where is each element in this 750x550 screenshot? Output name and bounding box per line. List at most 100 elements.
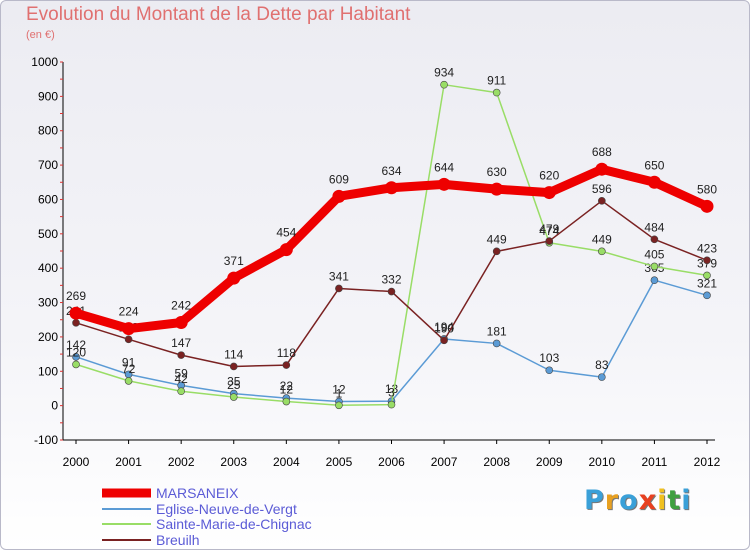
data-label-breuilh: 484	[644, 220, 664, 234]
logo-letter: o	[619, 485, 639, 516]
data-label-eglise-neuve-de-vergt: 321	[697, 276, 717, 290]
data-label-marsaneix: 634	[381, 164, 401, 178]
legend-label-breuilh: Breuilh	[156, 532, 200, 548]
x-tick-label: 2008	[483, 455, 510, 469]
data-point-sainte-marie-de-chignac	[703, 271, 711, 280]
data-label-breuilh: 118	[277, 346, 296, 360]
data-point-breuilh	[335, 284, 343, 293]
x-tick-label: 2006	[378, 455, 405, 469]
y-tick-label: 300	[38, 296, 58, 310]
x-tick-label: 2009	[536, 455, 563, 469]
data-label-marsaneix: 269	[66, 289, 86, 303]
x-tick-label: 2003	[220, 455, 247, 469]
data-point-marsaneix	[227, 271, 241, 285]
data-label-breuilh: 479	[539, 222, 559, 236]
data-point-marsaneix	[122, 322, 136, 336]
data-point-breuilh	[124, 335, 133, 344]
y-tick-label: 600	[38, 192, 58, 206]
y-tick-label: 100	[38, 364, 58, 378]
y-tick-label: 0	[51, 399, 58, 413]
data-point-sainte-marie-de-chignac	[124, 377, 133, 385]
x-tick-label: 2011	[642, 455, 668, 469]
data-label-marsaneix: 224	[119, 305, 139, 319]
data-point-eglise-neuve-de-vergt	[72, 353, 80, 361]
data-point-sainte-marie-de-chignac	[492, 88, 501, 97]
x-tick-label: 2007	[431, 455, 458, 469]
data-label-marsaneix: 454	[276, 226, 296, 240]
data-label-eglise-neuve-de-vergt: 22	[280, 379, 294, 393]
data-point-sainte-marie-de-chignac	[177, 387, 185, 396]
chart-unit: (en €)	[26, 29, 55, 41]
y-tick-label: 800	[38, 124, 58, 138]
data-label-eglise-neuve-de-vergt: 181	[487, 324, 507, 338]
data-label-sainte-marie-de-chignac: 25	[227, 378, 241, 392]
x-tick-label: 2002	[168, 455, 195, 469]
data-label-marsaneix: 688	[592, 145, 612, 159]
data-point-marsaneix	[332, 189, 346, 203]
data-label-marsaneix: 620	[539, 169, 559, 183]
y-tick-label: 400	[38, 261, 58, 275]
y-tick-label: 500	[38, 227, 58, 241]
data-label-sainte-marie-de-chignac: 405	[644, 247, 664, 261]
data-point-sainte-marie-de-chignac	[335, 401, 343, 410]
x-tick-label: 2010	[588, 455, 615, 469]
legend-label-eglise-neuve-de-vergt: Eglise-Neuve-de-Vergt	[156, 501, 297, 517]
data-point-eglise-neuve-de-vergt	[650, 276, 659, 285]
data-point-breuilh	[492, 247, 501, 256]
data-label-eglise-neuve-de-vergt: 35	[227, 375, 241, 389]
data-label-sainte-marie-de-chignac: 12	[280, 383, 294, 397]
data-point-marsaneix	[700, 199, 714, 213]
data-label-breuilh: 332	[381, 273, 401, 287]
data-point-marsaneix	[542, 186, 556, 200]
logo-letter: t	[667, 485, 682, 516]
data-point-breuilh	[387, 287, 396, 296]
logo-letter: x	[638, 485, 658, 516]
data-point-eglise-neuve-de-vergt	[492, 339, 501, 348]
data-label-eglise-neuve-de-vergt: 12	[332, 383, 346, 397]
data-label-sainte-marie-de-chignac: 72	[122, 362, 136, 376]
data-point-marsaneix	[279, 243, 293, 257]
data-label-sainte-marie-de-chignac: 934	[434, 66, 454, 80]
y-tick-label: 900	[38, 89, 58, 103]
y-tick-label: 1000	[31, 55, 58, 69]
data-label-sainte-marie-de-chignac: 120	[66, 345, 86, 359]
logo-letter: i	[681, 485, 692, 516]
data-label-eglise-neuve-de-vergt: 103	[539, 351, 559, 365]
data-label-marsaneix: 580	[697, 182, 717, 196]
data-point-breuilh	[650, 235, 659, 244]
x-tick-label: 2004	[273, 455, 300, 469]
x-tick-label: 2005	[326, 455, 353, 469]
data-point-marsaneix	[490, 182, 504, 196]
data-point-breuilh	[282, 361, 291, 369]
data-point-breuilh	[72, 319, 80, 327]
data-label-marsaneix: 609	[329, 172, 349, 186]
logo-letter: P	[584, 485, 605, 516]
data-label-marsaneix: 644	[434, 160, 454, 174]
data-point-breuilh	[229, 362, 238, 371]
y-tick-label: 700	[38, 158, 58, 172]
data-point-breuilh	[440, 336, 448, 345]
data-point-sainte-marie-de-chignac	[598, 247, 606, 256]
data-point-marsaneix	[174, 315, 188, 329]
data-label-breuilh: 596	[592, 182, 612, 196]
data-point-sainte-marie-de-chignac	[72, 360, 80, 369]
data-label-breuilh: 341	[329, 269, 349, 283]
logo-letter: i	[657, 485, 668, 516]
proxiti-logo: Proxiti	[584, 485, 692, 516]
data-point-eglise-neuve-de-vergt	[598, 373, 606, 381]
data-point-breuilh	[545, 237, 554, 245]
data-label-sainte-marie-de-chignac: 3	[388, 386, 395, 400]
data-label-marsaneix: 650	[644, 158, 664, 172]
data-label-eglise-neuve-de-vergt: 91	[122, 355, 136, 369]
y-tick-label: -100	[34, 433, 58, 447]
data-point-marsaneix	[437, 177, 451, 191]
data-point-breuilh	[598, 197, 606, 205]
data-label-sainte-marie-de-chignac: 911	[487, 74, 506, 88]
data-point-sainte-marie-de-chignac	[650, 262, 659, 271]
y-tick-label: 200	[38, 330, 58, 344]
data-point-breuilh	[177, 351, 185, 359]
data-label-marsaneix: 630	[487, 165, 507, 179]
data-label-sainte-marie-de-chignac: 42	[174, 372, 188, 386]
data-label-eglise-neuve-de-vergt: 142	[66, 338, 86, 352]
